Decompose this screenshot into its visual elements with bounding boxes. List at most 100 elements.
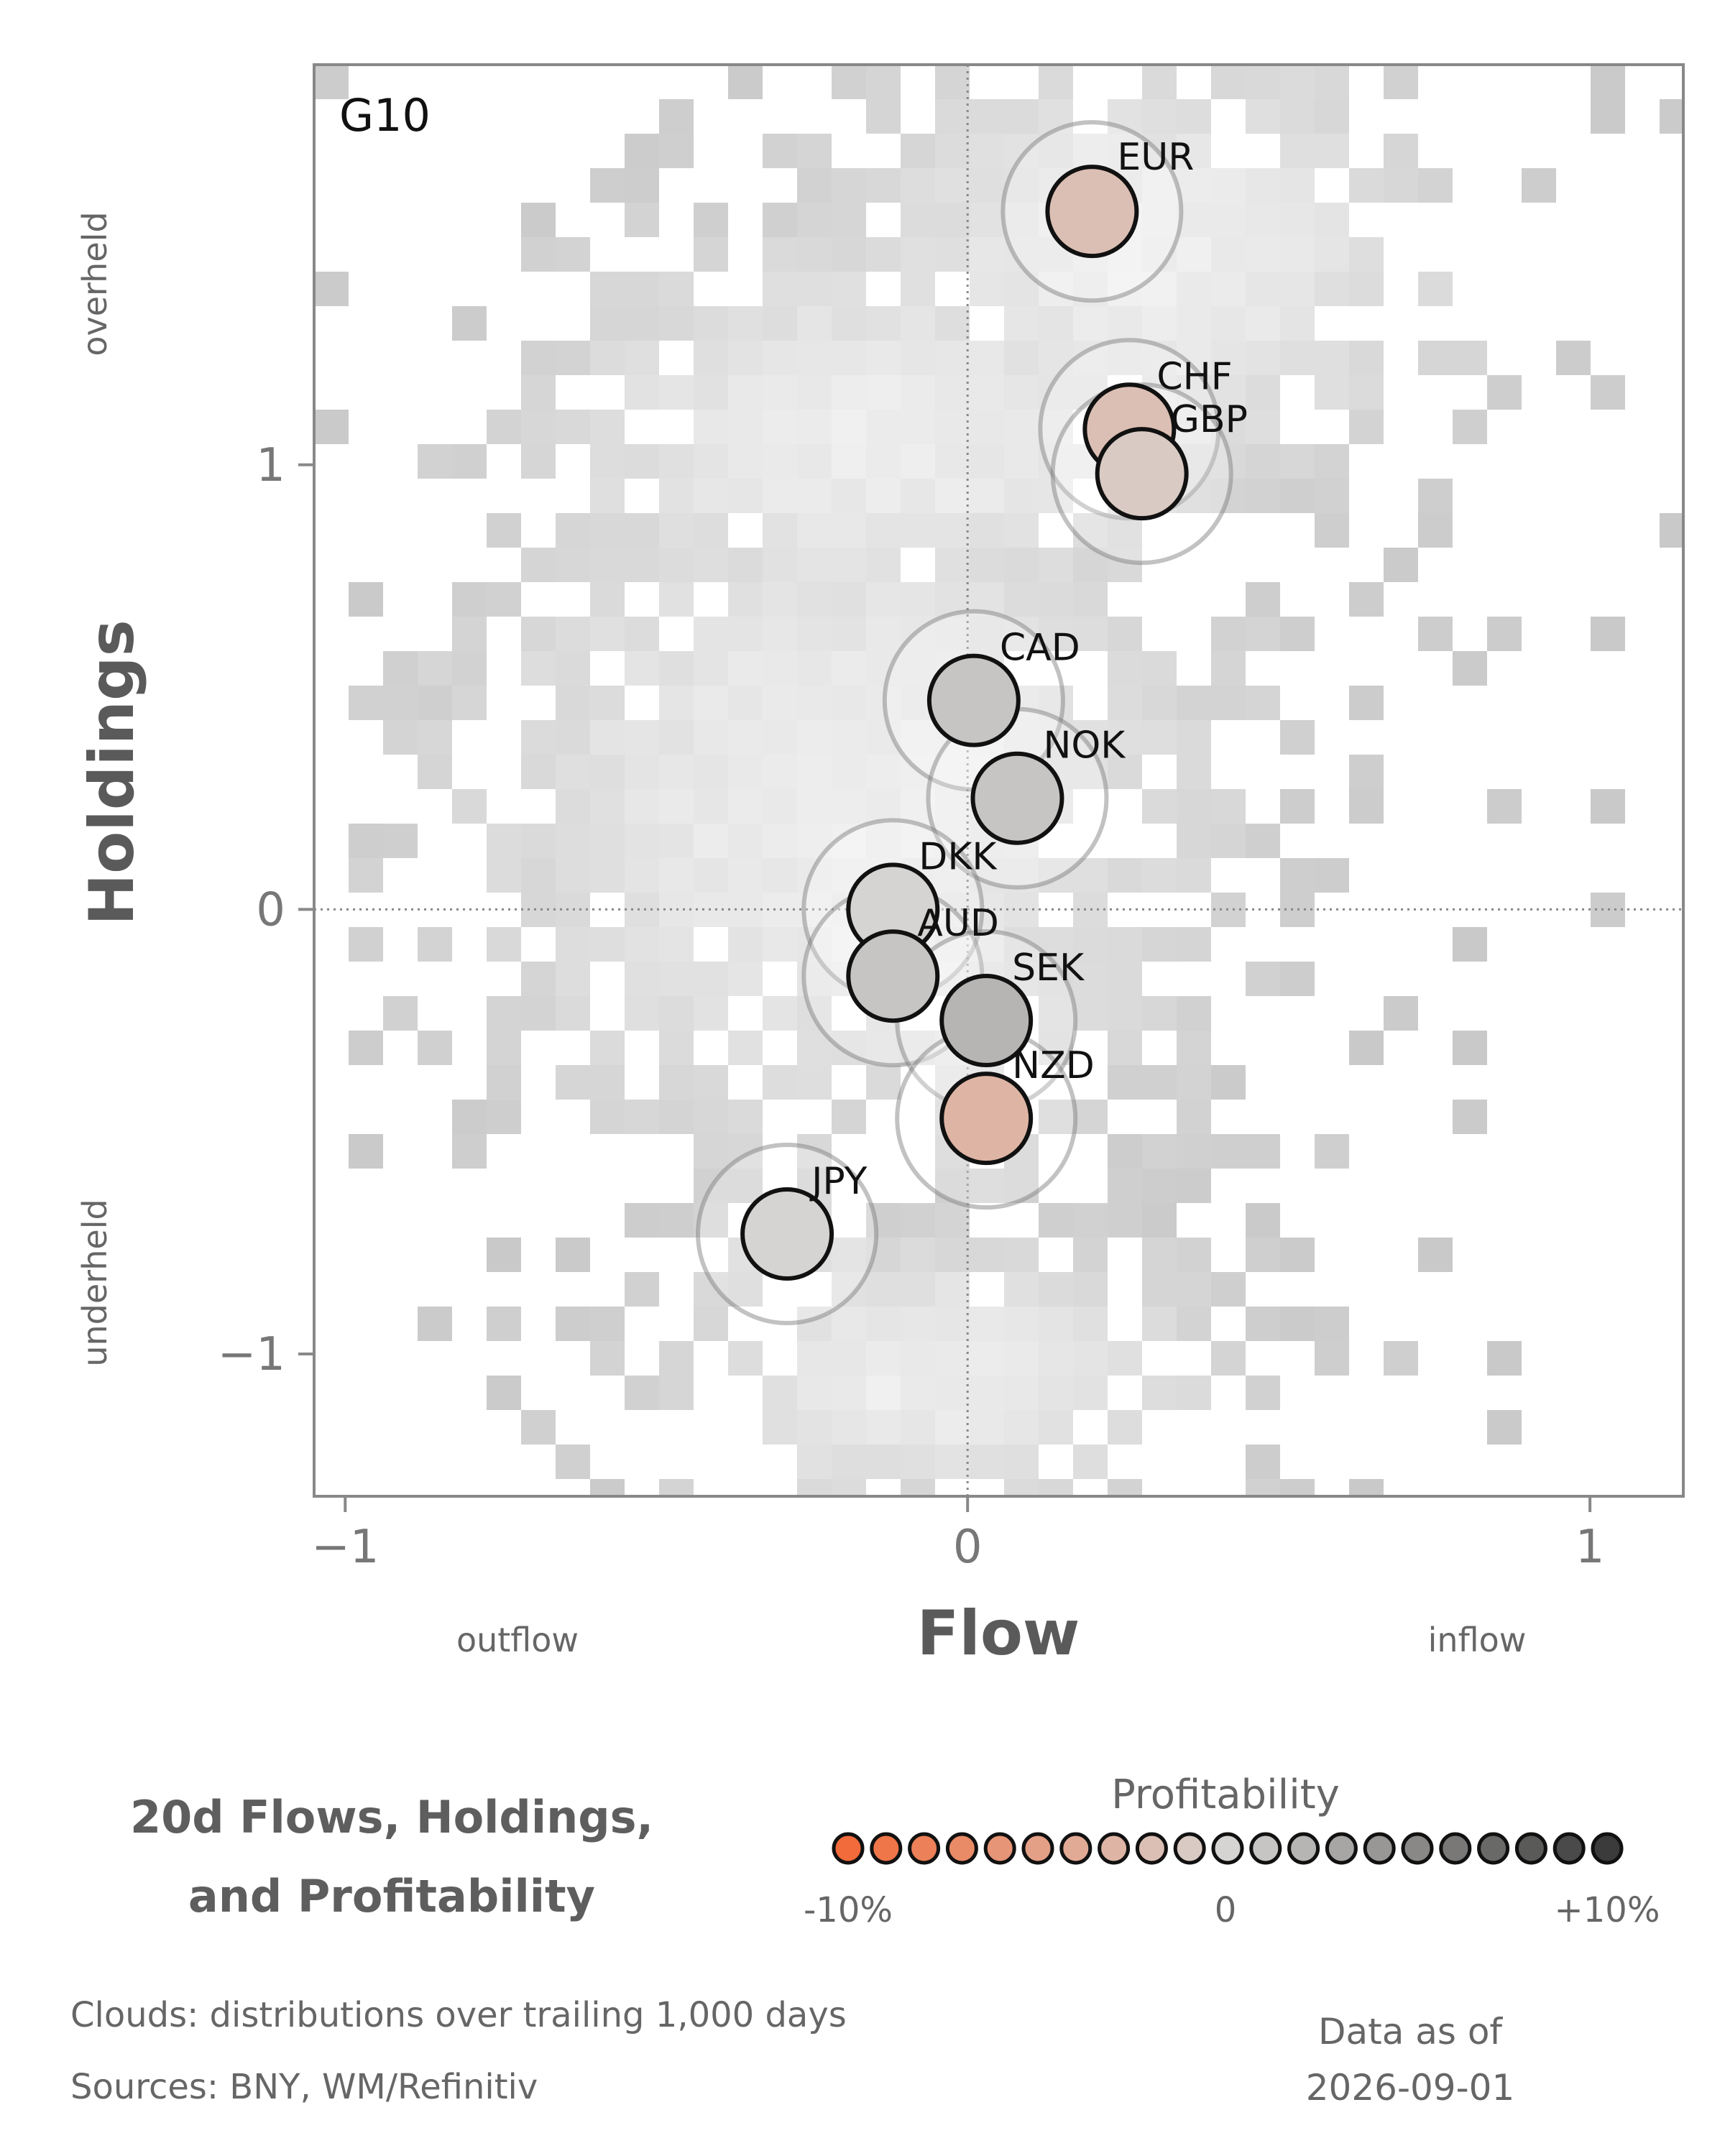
heatmap-cell — [694, 858, 728, 893]
heatmap-cell — [349, 582, 383, 617]
heatmap-cell — [866, 548, 901, 582]
heatmap-cell — [1004, 927, 1039, 962]
heatmap-cell — [866, 375, 901, 410]
legend-dot — [1249, 1832, 1282, 1865]
heatmap-cell — [797, 548, 832, 582]
heatmap-cell — [866, 1238, 901, 1272]
point-nzd — [939, 1072, 1034, 1166]
heatmap-cell — [487, 513, 521, 548]
heatmap-cell — [763, 237, 797, 272]
heatmap-cell — [1039, 1203, 1073, 1238]
heatmap-cell — [625, 306, 659, 341]
heatmap-cell — [970, 548, 1004, 582]
heatmap-cell — [1142, 65, 1177, 99]
heatmap-cell — [659, 1376, 694, 1410]
heatmap-cell — [1108, 651, 1142, 686]
legend-dot — [1173, 1832, 1206, 1865]
heatmap-cell — [1349, 1479, 1384, 1496]
heatmap-cell — [866, 582, 901, 617]
heatmap-cell — [1039, 927, 1073, 962]
heatmap-cell — [694, 617, 728, 651]
heatmap-cell — [797, 1445, 832, 1479]
heatmap-cell — [832, 582, 866, 617]
heatmap-cell — [1246, 168, 1280, 203]
heatmap-cell — [694, 686, 728, 720]
heatmap-cell — [487, 1065, 521, 1100]
heatmap-cell — [728, 306, 763, 341]
heatmap-cell — [314, 65, 349, 99]
heatmap-cell — [1004, 1479, 1039, 1496]
heatmap-cell — [832, 651, 866, 686]
heatmap-cell — [797, 168, 832, 203]
heatmap-cell — [659, 306, 694, 341]
legend-dot — [1552, 1832, 1586, 1865]
heatmap-cell — [625, 341, 659, 375]
heatmap-cell — [1211, 651, 1246, 686]
heatmap-cell — [590, 617, 625, 651]
heatmap-cell — [556, 755, 590, 789]
heatmap-cell — [1142, 134, 1177, 168]
heatmap-cell — [1073, 617, 1108, 651]
heatmap-cell — [1246, 341, 1280, 375]
heatmap-cell — [763, 341, 797, 375]
heatmap-cell — [659, 375, 694, 410]
profitability-legend: Profitability -10% 0 +10% — [804, 1772, 1660, 1930]
heatmap-cell — [970, 99, 1004, 134]
heatmap-clouds — [314, 65, 1683, 1496]
heatmap-cell — [1591, 99, 1625, 134]
heatmap-cell — [797, 755, 832, 789]
heatmap-cell — [452, 686, 487, 720]
heatmap-cell — [694, 1134, 728, 1169]
heatmap-cell — [521, 996, 556, 1031]
point-label-eur: EUR — [1117, 136, 1194, 179]
heatmap-cell — [1039, 1376, 1073, 1410]
heatmap-cell — [452, 651, 487, 686]
heatmap-cell — [832, 755, 866, 789]
heatmap-cell — [1246, 582, 1280, 617]
heatmap-cell — [866, 99, 901, 134]
heatmap-cell — [1487, 1410, 1522, 1445]
heatmap-cell — [832, 1100, 866, 1134]
heatmap-cell — [1039, 1031, 1073, 1065]
heatmap-cell — [418, 927, 452, 962]
heatmap-cell — [1384, 168, 1418, 203]
heatmap-cell — [970, 410, 1004, 444]
heatmap-cell — [1108, 720, 1142, 755]
heatmap-cell — [832, 513, 866, 548]
heatmap-cell — [935, 375, 970, 410]
heatmap-cell — [625, 168, 659, 203]
heatmap-cell — [1246, 410, 1280, 444]
heatmap-cell — [1177, 99, 1211, 134]
heatmap-cell — [521, 203, 556, 237]
heatmap-cell — [625, 513, 659, 548]
heatmap-cell — [832, 341, 866, 375]
heatmap-cell — [1142, 927, 1177, 962]
heatmap-cell — [728, 479, 763, 513]
heatmap-cell — [590, 582, 625, 617]
heatmap-cell — [728, 410, 763, 444]
heatmap-cell — [625, 858, 659, 893]
heatmap-cell — [866, 410, 901, 444]
heatmap-cell — [1039, 444, 1073, 479]
heatmap-cell — [1211, 1065, 1246, 1100]
heatmap-cell — [901, 617, 935, 651]
heatmap-cell — [1349, 789, 1384, 824]
y-underheld-label: underheld — [75, 1199, 114, 1366]
legend-dot — [1211, 1832, 1244, 1865]
heatmap-cell — [1004, 306, 1039, 341]
heatmap-cell — [487, 410, 521, 444]
heatmap-cell — [659, 479, 694, 513]
heatmap-cell — [866, 444, 901, 479]
heatmap-cell — [901, 134, 935, 168]
point-nok — [970, 751, 1064, 845]
heatmap-cell — [1004, 1169, 1039, 1203]
heatmap-cell — [1108, 341, 1142, 375]
heatmap-cell — [1142, 99, 1177, 134]
heatmap-cell — [556, 1238, 590, 1272]
heatmap-cell — [590, 858, 625, 893]
heatmap-cell — [866, 617, 901, 651]
heatmap-cell — [1177, 1376, 1211, 1410]
heatmap-cell — [901, 237, 935, 272]
heatmap-cell — [901, 1307, 935, 1341]
point-label-nzd: NZD — [1012, 1044, 1095, 1087]
